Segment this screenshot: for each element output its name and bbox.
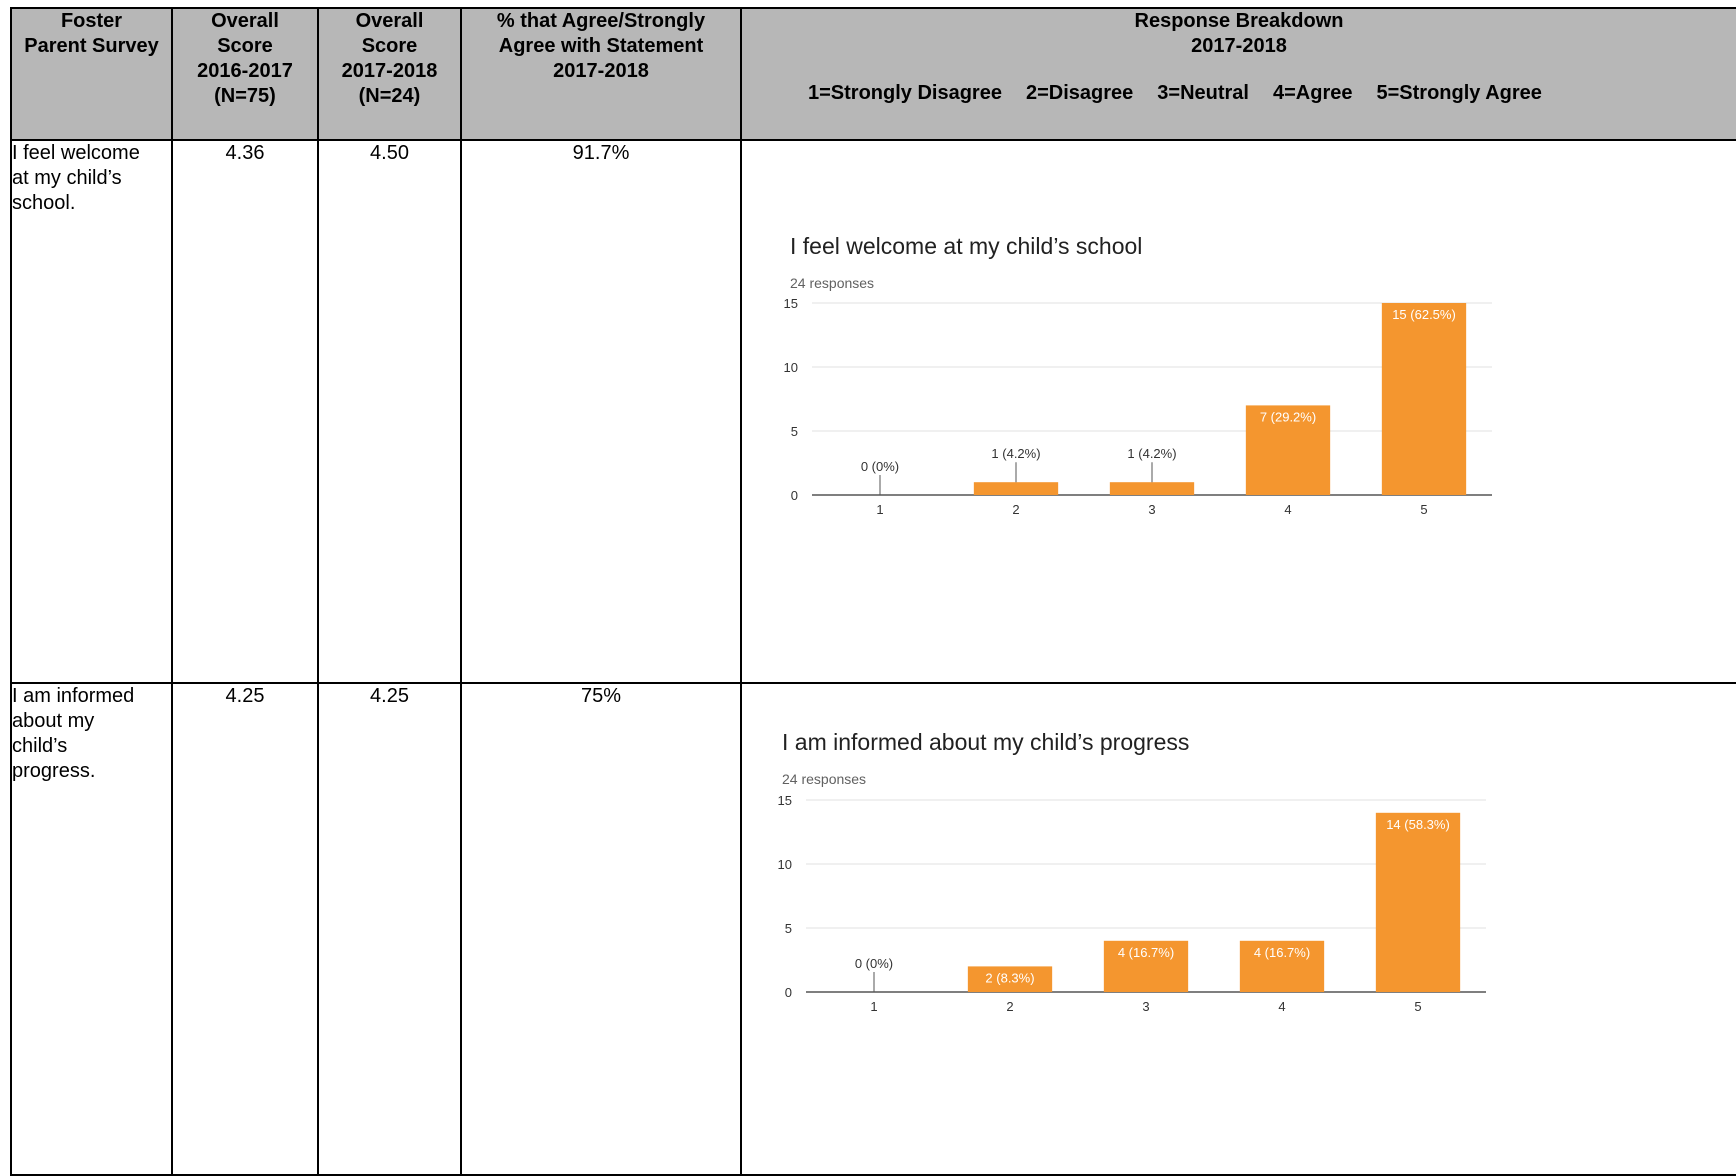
data-label: 0 (0%) [855,956,893,971]
bar [967,966,1053,992]
statement-text: about my [12,710,95,732]
statement-text: I am informed [12,685,135,707]
header-response-breakdown: Response Breakdown 2017-2018 1=Strongly … [740,7,1736,141]
x-tick-label: 5 [1420,502,1427,517]
bar-chart: 0 5 10 15 1 0 (0%) 2 1 (4.2%) 3 1 (4.2%) 4 7 (29.2%… [784,296,1492,517]
data-label: 7 (29.2%) [1260,409,1316,424]
data-label: 4 (16.7%) [1254,945,1310,960]
legend-item: 1=Strongly Disagree [808,82,1002,104]
header-text: Overall [211,10,279,32]
header-text: 2017-2018 [341,60,438,82]
bar [1245,405,1331,495]
statement-cell: I am informed about my child’s progress. [10,682,173,1176]
header-text: (N=24) [358,85,421,107]
score-2017-cell: 4.50 [317,139,462,684]
data-label: 14 (58.3%) [1386,817,1450,832]
legend-item: 3=Neutral [1157,82,1249,104]
y-tick-label: 15 [778,793,792,808]
header-text: 2016-2017 [197,60,293,82]
y-tick-label: 10 [778,857,792,872]
x-tick-label: 4 [1278,999,1285,1014]
header-score-2017: Overall Score 2017-2018 (N=24) [317,7,462,141]
statement-text: school. [12,192,76,214]
chart-cell: I am informed about my child’s progress … [740,682,1736,1176]
data-label: 4 (16.7%) [1118,945,1174,960]
x-tick-label: 5 [1414,999,1421,1014]
header-text: Parent Survey [24,35,159,57]
y-tick-label: 5 [791,424,798,439]
x-tick-label: 2 [1006,999,1013,1014]
y-tick-label: 0 [785,985,792,1000]
header-text: Foster [60,10,123,32]
score-2017-cell: 4.25 [317,682,462,1176]
chart-title: I feel welcome at my child’s school [790,233,1143,259]
header-text: 2017-2018 [553,60,649,82]
header-text: Overall [355,10,424,32]
pct-agree-cell: 91.7% [460,139,742,684]
x-tick-label: 2 [1012,502,1019,517]
x-tick-label: 1 [876,502,883,517]
bar-chart: 0 5 10 15 1 0 (0%) 2 2 (8.3%) 3 4 (16.7%) 4 4 (16.7… [778,793,1486,1014]
bar [1109,482,1195,495]
legend-item: 2=Disagree [1025,82,1134,104]
bar [1103,940,1189,992]
header-pct-agree: % that Agree/Strongly Agree with Stateme… [460,7,742,141]
pct-agree-cell: 75% [460,682,742,1176]
header-row: Foster Parent Survey Overall Score 2016-… [10,7,1736,141]
header-score-2016: Overall Score 2016-2017 (N=75) [171,7,319,141]
x-tick-label: 3 [1148,502,1155,517]
data-label: 0 (0%) [861,459,899,474]
y-tick-label: 10 [784,360,798,375]
y-tick-label: 5 [785,921,792,936]
x-tick-label: 1 [870,999,877,1014]
chart-subtitle: 24 responses [782,771,867,787]
statement-text: I feel welcome [12,142,140,164]
data-label: 1 (4.2%) [991,446,1040,461]
survey-table: Foster Parent Survey Overall Score 2016-… [10,7,1736,1176]
header-text: Score [217,35,273,57]
y-tick-label: 0 [791,488,798,503]
x-tick-label: 3 [1142,999,1149,1014]
header-text: Score [361,35,418,57]
bar [1239,940,1325,992]
header-text: Response Breakdown [1134,10,1344,32]
bar [1381,303,1467,495]
header-text: % that Agree/Strongly [496,10,706,32]
chart-title: I am informed about my child’s progress [782,729,1190,755]
statement-cell: I feel welcome at my child’s school. [10,139,173,684]
statement-text: progress. [12,760,96,782]
data-label: 15 (62.5%) [1392,307,1456,322]
chart-cell: I feel welcome at my child’s school 24 r… [740,139,1736,684]
score-2016-cell: 4.25 [171,682,319,1176]
statement-text: child’s [12,735,68,757]
data-label: 1 (4.2%) [1127,446,1176,461]
header-foster-survey: Foster Parent Survey [10,7,173,141]
legend-item: 4=Agree [1272,82,1353,104]
header-text: Agree with Statement [498,35,704,57]
table-row: I feel welcome at my child’s school. 4.3… [10,139,1736,684]
legend-item: 5=Strongly Agree [1376,82,1542,104]
statement-text: at my child’s [12,167,122,189]
header-text: 2017-2018 [1191,35,1287,57]
bar [973,482,1059,495]
bar [1375,812,1461,992]
data-label: 2 (8.3%) [985,970,1034,985]
score-2016-cell: 4.36 [171,139,319,684]
x-tick-label: 4 [1284,502,1291,517]
chart-subtitle: 24 responses [790,275,875,291]
header-text: (N=75) [214,85,276,107]
y-tick-label: 15 [784,296,798,311]
scale-legend: 1=Strongly Disagree 2=Disagree 3=Neutral… [742,81,1736,106]
table-row: I am informed about my child’s progress.… [10,682,1736,1176]
